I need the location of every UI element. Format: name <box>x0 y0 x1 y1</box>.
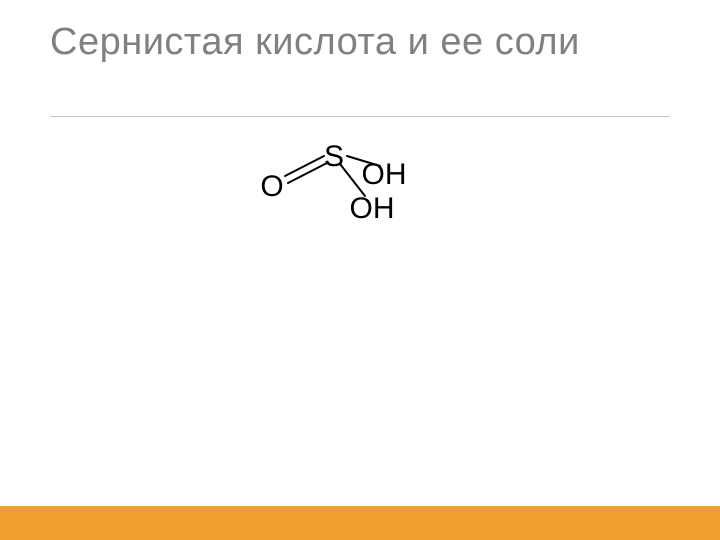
slide-title: Сернистая кислота и ее соли <box>50 22 670 64</box>
bond-line <box>285 156 324 176</box>
title-underline <box>50 116 670 117</box>
bond-line <box>288 163 327 183</box>
atom-label-O_dbl: O <box>260 170 283 203</box>
atom-label-OH1: OH <box>362 158 407 191</box>
atom-group: S O OHOH <box>260 140 406 225</box>
atom-label-OH2: OH <box>350 192 395 225</box>
slide: Сернистая кислота и ее соли S O OHOH <box>0 0 720 540</box>
bottom-accent-bar <box>0 506 720 540</box>
atom-label-S: S <box>324 140 344 173</box>
molecule-diagram: S O OHOH <box>232 128 442 238</box>
